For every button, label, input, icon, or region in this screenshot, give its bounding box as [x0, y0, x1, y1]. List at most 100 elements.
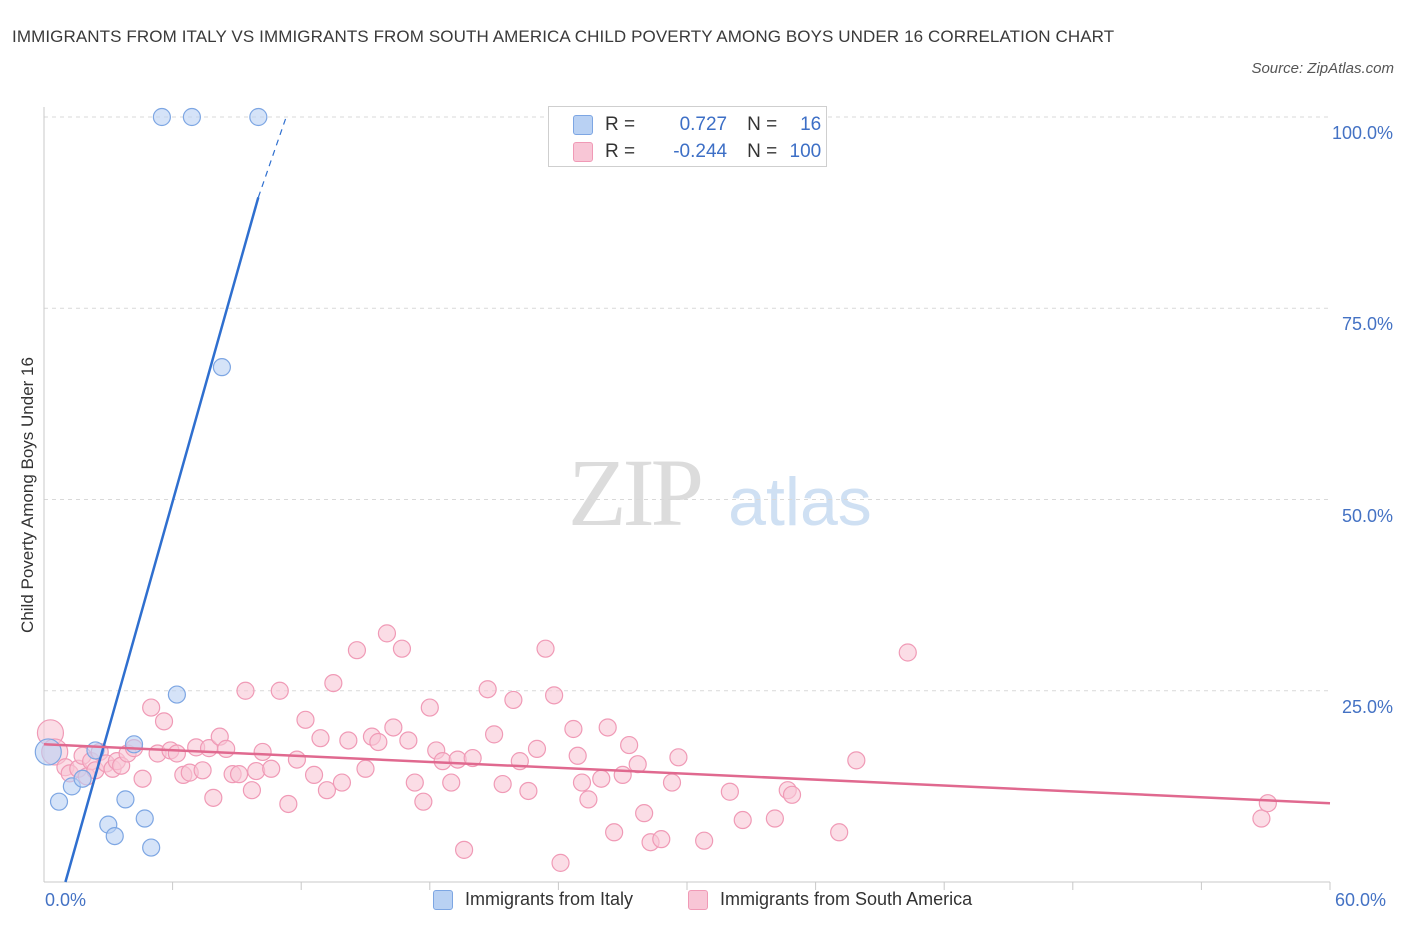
- south-america-point: [304, 765, 324, 785]
- italy-point: [135, 809, 154, 828]
- legend-row-south-america: R = -0.244 N = 100: [573, 140, 821, 164]
- italy-n-value: 16: [800, 114, 822, 135]
- south-america-point: [229, 765, 249, 784]
- south-america-point: [568, 746, 587, 765]
- south-america-point: [733, 810, 752, 830]
- south-america-point: [652, 830, 671, 849]
- south-america-point: [545, 686, 564, 705]
- trend-lines: [43, 116, 1331, 883]
- south-america-point: [324, 673, 343, 693]
- south-america-point: [392, 639, 412, 658]
- south-america-point: [635, 804, 654, 823]
- south-america-point: [377, 624, 397, 643]
- italy-point: [49, 792, 69, 811]
- south-america-point: [454, 840, 474, 859]
- legend-item-south-america: Immigrants from South America: [688, 889, 972, 910]
- italy-swatch: [573, 115, 593, 135]
- south-america-point: [414, 792, 433, 811]
- chart-title: IMMIGRANTS FROM ITALY VS IMMIGRANTS FROM…: [12, 27, 1115, 46]
- italy-point: [124, 735, 144, 754]
- italy-point: [249, 107, 268, 127]
- source-credit: Source: ZipAtlas.com: [1251, 60, 1394, 77]
- south-america-point: [217, 739, 236, 758]
- south-america-point: [339, 731, 358, 750]
- italy-point: [34, 738, 62, 766]
- south-america-point: [478, 680, 497, 699]
- legend-italy-label: Immigrants from Italy: [465, 889, 634, 909]
- legend-item-italy: Immigrants from Italy: [433, 889, 633, 910]
- south-america-point: [1252, 809, 1271, 828]
- south-america-point: [167, 744, 186, 763]
- south-america-point: [898, 643, 917, 662]
- south-america-point: [598, 718, 617, 737]
- italy-point: [212, 358, 231, 377]
- south-america-point: [154, 712, 174, 731]
- italy-point: [182, 107, 201, 127]
- y-tick-label: 75.0%: [1341, 314, 1393, 335]
- south-america-point: [592, 769, 611, 788]
- italy-point: [142, 838, 161, 857]
- south-america-point: [247, 761, 266, 781]
- south-america-point: [236, 681, 255, 700]
- south-america-point: [442, 773, 461, 792]
- sa-r-value: -0.244: [673, 141, 728, 162]
- x-tick-label-max: 60.0%: [1335, 890, 1387, 910]
- south-america-point: [564, 719, 583, 739]
- sa-n-value: 100: [789, 141, 822, 162]
- south-america-point: [193, 761, 212, 780]
- legend-sa-label: Immigrants from South America: [720, 889, 973, 909]
- south-america-point: [669, 748, 688, 767]
- x-tick-label-min: 0.0%: [45, 890, 87, 910]
- sa-r-label: R =: [605, 141, 636, 162]
- legend-sa-swatch: [688, 889, 708, 910]
- south-america-point: [270, 681, 289, 700]
- south-america-point: [262, 759, 281, 778]
- south-america-point: [296, 710, 315, 729]
- south-america-point: [527, 739, 547, 758]
- south-america-point: [420, 698, 439, 717]
- watermark: ZIP atlas: [568, 439, 872, 546]
- south-america-point: [317, 781, 337, 800]
- italy-point: [167, 685, 186, 704]
- watermark-atlas: atlas: [728, 464, 872, 540]
- south-america-point: [493, 774, 512, 794]
- y-tick-label: 50.0%: [1341, 505, 1393, 526]
- south-america-point: [551, 853, 570, 872]
- south-america-point: [253, 742, 272, 762]
- south-america-point: [720, 782, 739, 801]
- south-america-point: [448, 750, 467, 769]
- legend-italy-swatch: [433, 889, 453, 910]
- south-america-point: [279, 794, 298, 814]
- italy-point: [152, 107, 171, 127]
- south-america-point: [695, 831, 714, 850]
- south-america-point: [847, 751, 866, 770]
- south-america-points: [36, 624, 1277, 872]
- italy-n-label: N =: [747, 114, 778, 135]
- south-america-point: [579, 790, 598, 809]
- gridlines: [44, 116, 1330, 692]
- south-america-point: [463, 748, 482, 768]
- south-america-swatch: [573, 142, 593, 162]
- south-america-trend-line: [43, 743, 1331, 805]
- italy-point: [105, 826, 124, 846]
- italy-r-label: R =: [605, 114, 636, 135]
- y-tick-label: 25.0%: [1341, 696, 1393, 717]
- south-america-point: [765, 809, 784, 828]
- south-america-point: [485, 725, 504, 744]
- south-america-point: [613, 765, 632, 785]
- south-america-point: [399, 731, 418, 750]
- south-america-point: [504, 690, 523, 710]
- south-america-point: [347, 641, 367, 660]
- south-america-point: [384, 718, 403, 737]
- south-america-point: [204, 788, 223, 807]
- italy-r-value: 0.727: [679, 114, 728, 135]
- south-america-point: [356, 759, 375, 778]
- italy-trend-line: [64, 196, 260, 883]
- south-america-point: [142, 698, 161, 717]
- south-america-point: [572, 773, 592, 792]
- italy-point: [116, 790, 135, 809]
- sa-n-label: N =: [747, 141, 778, 162]
- south-america-point: [242, 781, 262, 800]
- watermark-zip: ZIP: [568, 439, 701, 546]
